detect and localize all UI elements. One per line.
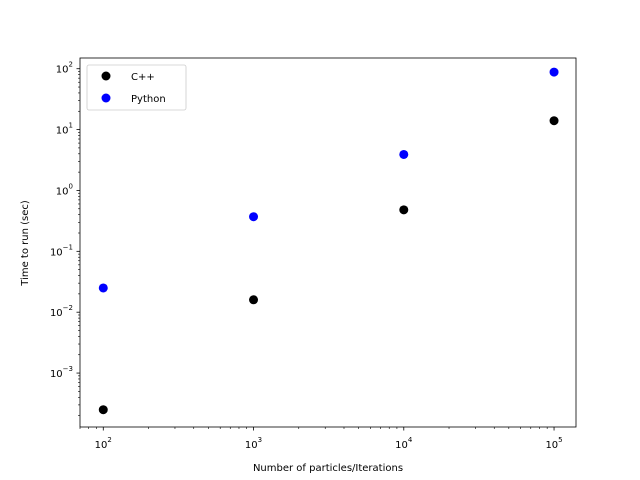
x-tick-label: 105 — [545, 436, 562, 451]
data-point — [249, 212, 259, 222]
data-point — [549, 116, 559, 126]
x-tick-label: 102 — [95, 436, 112, 451]
y-tick-label: 102 — [56, 61, 73, 76]
legend-marker — [101, 93, 111, 103]
y-tick-label: 100 — [56, 182, 73, 197]
data-point — [98, 405, 108, 415]
data-point — [249, 295, 259, 305]
legend-box — [86, 64, 187, 111]
plot-area: 102 103 104 105 10−3 10−2 10−1 100 101 102 — [50, 57, 577, 451]
y-axis-label: Time to run (sec) — [20, 200, 31, 287]
axes-frame — [79, 57, 577, 428]
y-tick-label: 10−3 — [50, 365, 73, 380]
data-point — [399, 149, 409, 159]
y-tick-label: 101 — [56, 122, 73, 137]
y-tick-label: 10−2 — [50, 304, 73, 319]
x-axis-label: Number of particles/Iterations — [253, 463, 403, 474]
data-point — [549, 67, 559, 77]
legend: C++ Python — [86, 64, 187, 111]
legend-marker — [101, 71, 111, 81]
legend-label: C++ — [131, 72, 155, 83]
data-point — [98, 283, 108, 293]
data-point — [399, 205, 409, 215]
legend-label: Python — [131, 94, 166, 105]
y-tick-label: 10−1 — [50, 243, 73, 258]
x-tick-label: 103 — [245, 436, 262, 451]
x-tick-label: 104 — [395, 436, 413, 451]
